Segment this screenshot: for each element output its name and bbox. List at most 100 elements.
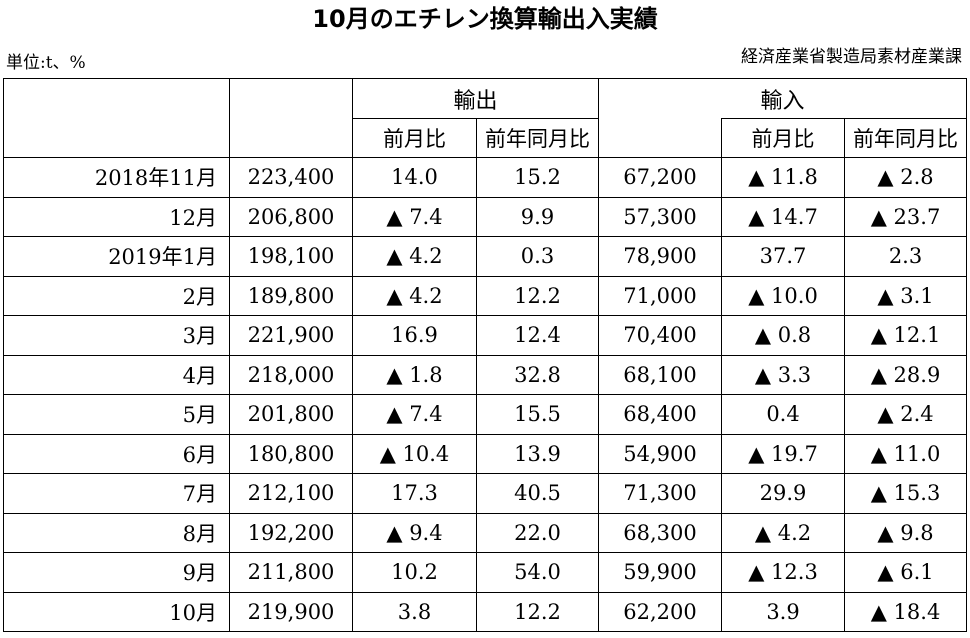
export-qty-cell: 180,800 bbox=[229, 433, 353, 474]
import-yoy-cell: 2.3 bbox=[844, 236, 968, 277]
export-yoy-cell: 40.5 bbox=[475, 473, 600, 514]
table-row: 6月 180,800 ▲ 10.4 13.9 54,900 ▲ 19.7 ▲ 11.0 bbox=[3, 433, 968, 474]
import-yoy-cell: ▲ 2.8 bbox=[844, 157, 968, 198]
month-cell: 4月 bbox=[3, 354, 230, 395]
import-qty-cell: 68,400 bbox=[598, 394, 723, 435]
export-yoy-cell: 22.0 bbox=[475, 512, 600, 553]
month-cell: 5月 bbox=[3, 394, 230, 435]
export-qty-cell: 219,900 bbox=[229, 591, 353, 632]
header-export: 輸出 bbox=[351, 78, 600, 119]
export-yoy-cell: 12.2 bbox=[475, 275, 600, 316]
import-mom-cell: ▲ 14.7 bbox=[721, 196, 846, 237]
month-cell: 6月 bbox=[3, 433, 230, 474]
import-qty-cell: 71,300 bbox=[598, 473, 723, 514]
export-qty-cell: 223,400 bbox=[229, 157, 353, 198]
trade-table: 輸出 輸入 前月比 前年同月比 前月比 前年同月比 2018年11月 223,40… bbox=[3, 78, 968, 632]
import-mom-cell: ▲ 10.0 bbox=[721, 275, 846, 316]
import-qty-cell: 68,300 bbox=[598, 512, 723, 553]
import-mom-cell: ▲ 0.8 bbox=[721, 315, 846, 356]
month-cell: 12月 bbox=[3, 196, 230, 237]
header-export-yoy: 前年同月比 bbox=[475, 118, 600, 158]
export-mom-cell: 16.9 bbox=[352, 315, 477, 356]
import-mom-cell: 0.4 bbox=[721, 394, 846, 435]
month-cell: 2019年1月 bbox=[3, 236, 230, 277]
export-qty-cell: 218,000 bbox=[229, 354, 353, 395]
header-empty-export-qty-2 bbox=[229, 118, 353, 158]
month-cell: 2018年11月 bbox=[3, 157, 230, 198]
month-cell: 9月 bbox=[3, 552, 230, 593]
table-body: 2018年11月 223,400 14.0 15.2 67,200 ▲ 11.8 ▲ 2.8… bbox=[3, 157, 968, 632]
export-mom-cell: 14.0 bbox=[352, 157, 477, 198]
header-export-mom: 前月比 bbox=[352, 118, 477, 158]
export-mom-cell: ▲ 4.2 bbox=[352, 236, 477, 277]
table-row: 4月 218,000 ▲ 1.8 32.8 68,100 ▲ 3.3 ▲ 28.9 bbox=[3, 354, 968, 395]
table-row: 2019年1月 198,100 ▲ 4.2 0.3 78,900 37.7 2.3 bbox=[3, 236, 968, 277]
export-yoy-cell: 0.3 bbox=[475, 236, 600, 277]
import-yoy-cell: ▲ 12.1 bbox=[844, 315, 968, 356]
month-cell: 2月 bbox=[3, 275, 230, 316]
export-qty-cell: 189,800 bbox=[229, 275, 353, 316]
table-row: 5月 201,800 ▲ 7.4 15.5 68,400 0.4 ▲ 2.4 bbox=[3, 394, 968, 435]
import-yoy-cell: ▲ 2.4 bbox=[844, 394, 968, 435]
month-cell: 7月 bbox=[3, 473, 230, 514]
import-yoy-cell: ▲ 6.1 bbox=[844, 552, 968, 593]
month-cell: 10月 bbox=[3, 591, 230, 632]
table-row: 2月 189,800 ▲ 4.2 12.2 71,000 ▲ 10.0 ▲ 3.1 bbox=[3, 275, 968, 316]
export-yoy-cell: 13.9 bbox=[475, 433, 600, 474]
export-mom-cell: ▲ 9.4 bbox=[352, 512, 477, 553]
header-import-mom: 前月比 bbox=[721, 118, 846, 158]
import-qty-cell: 62,200 bbox=[598, 591, 723, 632]
import-qty-cell: 68,100 bbox=[598, 354, 723, 395]
header-empty-import-qty bbox=[598, 118, 723, 158]
export-yoy-cell: 15.2 bbox=[475, 157, 600, 198]
unit-label: 単位:t、% bbox=[6, 53, 86, 73]
import-qty-cell: 59,900 bbox=[598, 552, 723, 593]
export-qty-cell: 212,100 bbox=[229, 473, 353, 514]
import-qty-cell: 67,200 bbox=[598, 157, 723, 198]
table-row: 8月 192,200 ▲ 9.4 22.0 68,300 ▲ 4.2 ▲ 9.8 bbox=[3, 512, 968, 553]
export-yoy-cell: 12.2 bbox=[475, 591, 600, 632]
export-yoy-cell: 32.8 bbox=[475, 354, 600, 395]
export-qty-cell: 192,200 bbox=[229, 512, 353, 553]
export-qty-cell: 201,800 bbox=[229, 394, 353, 435]
table-row: 7月 212,100 17.3 40.5 71,300 29.9 ▲ 15.3 bbox=[3, 473, 968, 514]
export-mom-cell: ▲ 7.4 bbox=[352, 394, 477, 435]
export-mom-cell: ▲ 10.4 bbox=[352, 433, 477, 474]
header-empty-month-2 bbox=[3, 118, 230, 158]
import-qty-cell: 57,300 bbox=[598, 196, 723, 237]
table-row: 9月 211,800 10.2 54.0 59,900 ▲ 12.3 ▲ 6.1 bbox=[3, 552, 968, 593]
import-qty-cell: 54,900 bbox=[598, 433, 723, 474]
header-import-yoy: 前年同月比 bbox=[844, 118, 968, 158]
export-mom-cell: 3.8 bbox=[352, 591, 477, 632]
import-yoy-cell: ▲ 18.4 bbox=[844, 591, 968, 632]
export-qty-cell: 221,900 bbox=[229, 315, 353, 356]
import-yoy-cell: ▲ 23.7 bbox=[844, 196, 968, 237]
month-cell: 3月 bbox=[3, 315, 230, 356]
import-qty-cell: 78,900 bbox=[598, 236, 723, 277]
month-cell: 8月 bbox=[3, 512, 230, 553]
header-import: 輸入 bbox=[598, 78, 968, 119]
export-mom-cell: ▲ 1.8 bbox=[352, 354, 477, 395]
import-mom-cell: 37.7 bbox=[721, 236, 846, 277]
import-mom-cell: 3.9 bbox=[721, 591, 846, 632]
export-yoy-cell: 15.5 bbox=[475, 394, 600, 435]
table-row: 3月 221,900 16.9 12.4 70,400 ▲ 0.8 ▲ 12.1 bbox=[3, 315, 968, 356]
import-yoy-cell: ▲ 15.3 bbox=[844, 473, 968, 514]
import-yoy-cell: ▲ 3.1 bbox=[844, 275, 968, 316]
import-yoy-cell: ▲ 28.9 bbox=[844, 354, 968, 395]
export-yoy-cell: 12.4 bbox=[475, 315, 600, 356]
import-mom-cell: ▲ 11.8 bbox=[721, 157, 846, 198]
table-row: 10月 219,900 3.8 12.2 62,200 3.9 ▲ 18.4 bbox=[3, 591, 968, 632]
export-mom-cell: ▲ 7.4 bbox=[352, 196, 477, 237]
import-mom-cell: ▲ 3.3 bbox=[721, 354, 846, 395]
import-mom-cell: ▲ 4.2 bbox=[721, 512, 846, 553]
header-empty-month bbox=[3, 78, 230, 119]
export-yoy-cell: 9.9 bbox=[475, 196, 600, 237]
header-row-sub: 前月比 前年同月比 前月比 前年同月比 bbox=[3, 118, 968, 158]
export-mom-cell: 17.3 bbox=[352, 473, 477, 514]
source-label: 経済産業省製造局素材産業課 bbox=[741, 47, 962, 67]
export-mom-cell: 10.2 bbox=[352, 552, 477, 593]
import-mom-cell: ▲ 19.7 bbox=[721, 433, 846, 474]
import-mom-cell: ▲ 12.3 bbox=[721, 552, 846, 593]
export-yoy-cell: 54.0 bbox=[475, 552, 600, 593]
